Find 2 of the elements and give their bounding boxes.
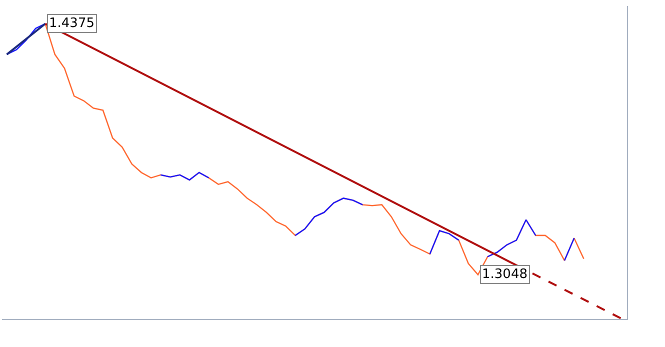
- annotation: 1.3048: [482, 267, 528, 282]
- annotation: 1.4375: [49, 16, 94, 31]
